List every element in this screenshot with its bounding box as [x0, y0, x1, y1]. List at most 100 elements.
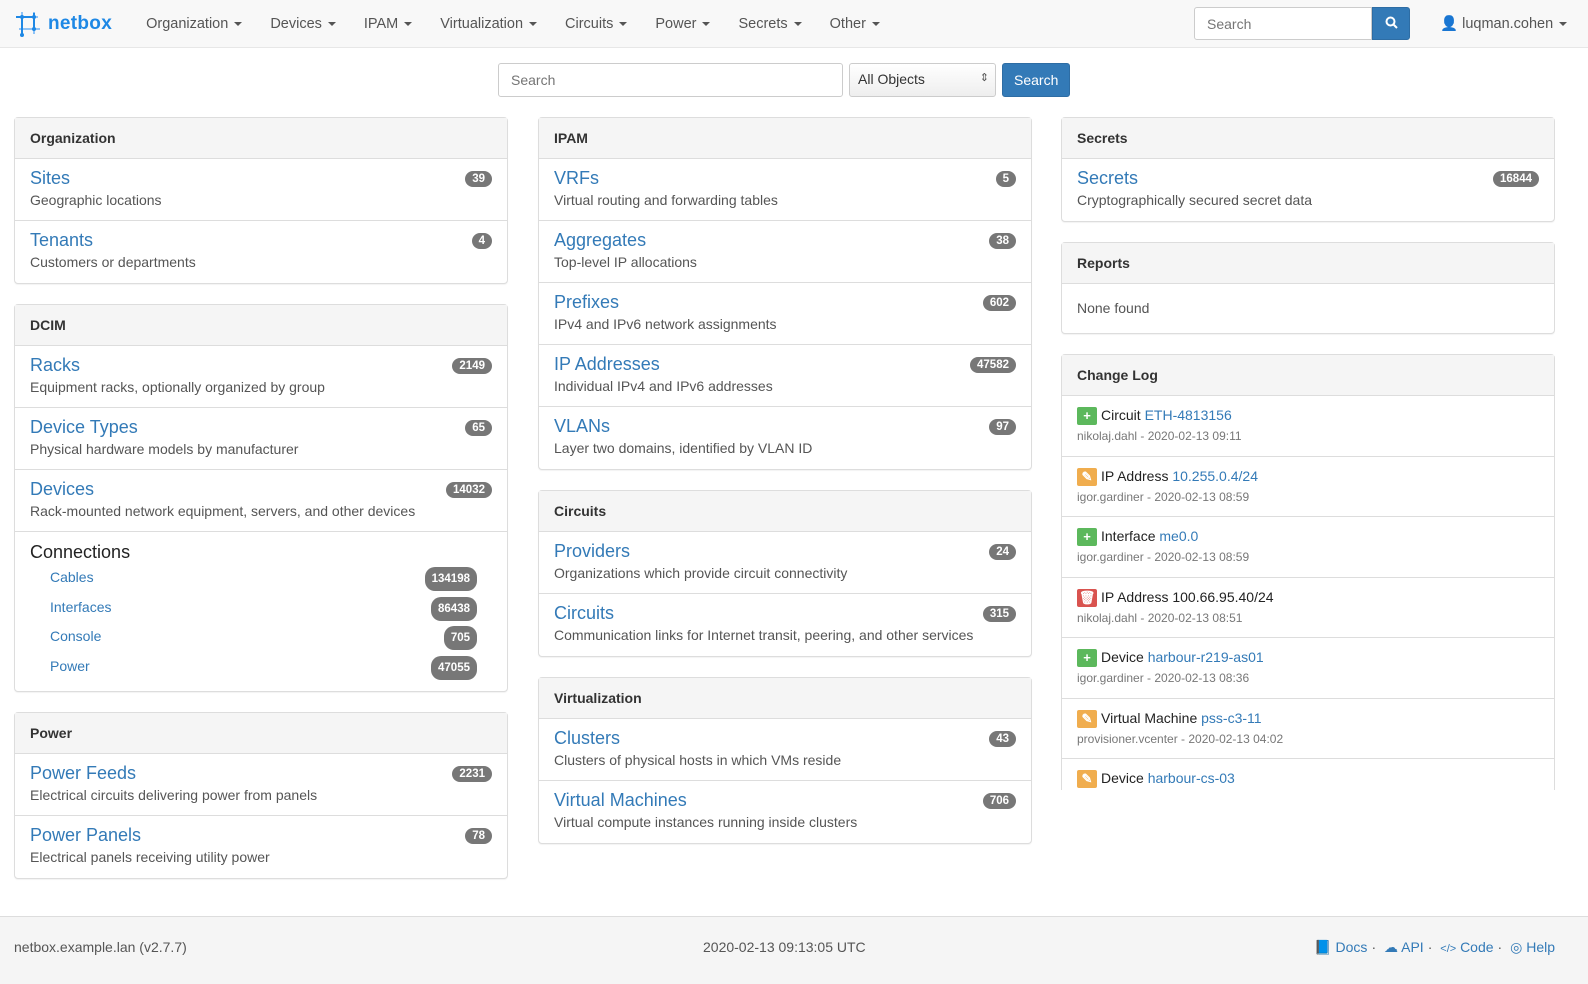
nav-menu-devices[interactable]: Devices — [256, 16, 350, 32]
nav-menu-other[interactable]: Other — [816, 16, 894, 32]
nav-menu-circuits[interactable]: Circuits — [551, 16, 641, 32]
object-link[interactable]: ETH-4813156 — [1144, 407, 1232, 423]
object-link[interactable]: pss-c3-11 — [1201, 709, 1262, 726]
count-badge: 134198 — [424, 567, 477, 591]
netbox-logo[interactable]: netbox — [14, 10, 112, 38]
change-log-entry: + Interface me0.0 igor.gardiner - 2020-02-… — [1062, 517, 1554, 578]
global-search: All Objects Search — [498, 63, 1071, 97]
item-link[interactable]: Prefixes — [554, 292, 620, 312]
chevron-down-icon — [702, 21, 711, 26]
code-icon: </> — [1440, 943, 1457, 955]
object-type: Device — [1101, 649, 1144, 665]
object-link[interactable]: harbour-cs-03 — [1147, 770, 1235, 786]
change-log-entry: + Circuit ETH-4813156 nikolaj.dahl - 2020-… — [1062, 396, 1554, 457]
chevron-down-icon — [529, 21, 538, 26]
item-description: Geographic locations — [30, 192, 162, 208]
count-badge: 24 — [989, 544, 1016, 560]
item-description: Organizations which provide circuit conn… — [554, 565, 848, 581]
count-badge: 65 — [465, 420, 492, 436]
nav-menu-secrets[interactable]: Secrets — [724, 16, 815, 32]
nav-menu-label: Virtualization — [440, 15, 524, 32]
search-input[interactable] — [498, 63, 843, 97]
object-type-select[interactable]: All Objects — [849, 63, 996, 97]
item-link[interactable]: Devices — [30, 479, 95, 499]
list-item-virtual-machines: Virtual Machines Virtual compute instance… — [539, 781, 1031, 843]
panel-heading: Circuits — [539, 491, 1031, 532]
item-link[interactable]: Device Types — [30, 417, 138, 437]
api-link[interactable]: ☁ API — [1384, 939, 1424, 955]
connections-heading: Connections — [30, 542, 131, 562]
item-link[interactable]: Power Panels — [30, 825, 142, 845]
nav-menu-power[interactable]: Power — [641, 16, 724, 32]
item-link[interactable]: Sites — [30, 168, 71, 188]
code-link[interactable]: </> Code — [1440, 939, 1493, 955]
nav-menu-label: Power — [655, 15, 697, 32]
item-link[interactable]: Virtual Machines — [554, 790, 687, 810]
change-meta: provisioner.vcenter - 2020-02-13 04:02 — [1077, 731, 1284, 746]
plus-icon: + — [1077, 528, 1097, 547]
list-item-prefixes: Prefixes IPv4 and IPv6 network assignment… — [539, 283, 1031, 345]
item-link[interactable]: VRFs — [554, 168, 599, 188]
book-icon: 📘 — [1314, 939, 1332, 955]
count-badge: 47582 — [970, 357, 1016, 373]
list-item-ip-addresses: IP Addresses Individual IPv4 and IPv6 add… — [539, 345, 1031, 407]
item-link[interactable]: Clusters — [554, 728, 621, 748]
list-item-vlans: VLANs Layer two domains, identified by VL… — [539, 407, 1031, 469]
item-link[interactable]: Power Feeds — [30, 763, 137, 783]
list-item-aggregates: Aggregates Top-level IP allocations 38 — [539, 221, 1031, 283]
navbar-search — [1194, 7, 1410, 40]
user-menu[interactable]: 👤 luqman.cohen — [1440, 15, 1568, 32]
item-description: Customers or departments — [30, 254, 196, 270]
change-log-entry: ✎ Virtual Machine pss-c3-11 provisioner.vc… — [1062, 699, 1554, 759]
panel-heading: Power — [15, 713, 507, 754]
chevron-down-icon — [793, 21, 802, 26]
help-link[interactable]: ◎ Help — [1510, 939, 1555, 955]
item-description: Clusters of physical hosts in which VMs … — [554, 752, 842, 768]
nav-menu-virtualization[interactable]: Virtualization — [426, 16, 551, 32]
connection-link[interactable]: Power — [50, 657, 90, 674]
nav-menu-ipam[interactable]: IPAM — [350, 16, 426, 32]
item-link[interactable]: Racks — [30, 355, 81, 375]
item-link[interactable]: Secrets — [1077, 168, 1139, 188]
item-link[interactable]: IP Addresses — [554, 354, 660, 374]
item-description: Electrical panels receiving utility powe… — [30, 849, 270, 865]
change-log-entry: + Device harbour-r219-as01 igor.gardiner -… — [1062, 638, 1554, 699]
plus-icon: + — [1077, 407, 1097, 426]
count-badge: 4 — [471, 233, 492, 249]
count-badge: 706 — [982, 793, 1016, 809]
item-link[interactable]: Aggregates — [554, 230, 647, 250]
nav-menu-organization[interactable]: Organization — [132, 16, 256, 32]
navbar-search-button[interactable] — [1372, 7, 1410, 40]
object-type: IP Address — [1101, 588, 1169, 605]
panel-heading: Change Log — [1062, 355, 1554, 396]
object-link[interactable]: me0.0 — [1159, 528, 1199, 544]
object-link[interactable]: 10.255.0.4/24 — [1172, 467, 1258, 484]
list-item-devices: Devices Rack-mounted network equipment, s… — [15, 470, 507, 532]
item-link[interactable]: Tenants — [30, 230, 94, 250]
count-badge: 97 — [989, 419, 1016, 435]
list-item-secrets: Secrets Cryptographically secured secret … — [1062, 159, 1554, 221]
count-badge: 16844 — [1493, 171, 1539, 187]
item-description: Physical hardware models by manufacturer — [30, 441, 299, 457]
item-link[interactable]: Providers — [554, 541, 631, 561]
count-badge: 705 — [443, 626, 477, 650]
docs-link[interactable]: 📘 Docs — [1314, 939, 1367, 955]
username: luqman.cohen — [1462, 16, 1554, 32]
list-item-power-panels: Power Panels Electrical panels receiving … — [15, 816, 507, 878]
item-description: Individual IPv4 and IPv6 addresses — [554, 378, 773, 394]
connection-link[interactable]: Console — [50, 628, 102, 644]
navbar-search-input[interactable] — [1194, 7, 1372, 40]
item-link[interactable]: Circuits — [554, 603, 615, 623]
connection-cables: Cables 134198 — [30, 567, 492, 597]
panel-circuits: Circuits Providers Organizations which pro… — [538, 490, 1032, 657]
item-link[interactable]: VLANs — [554, 416, 611, 436]
object-link[interactable]: harbour-r219-as01 — [1147, 649, 1264, 665]
panel-virtualization: Virtualization Clusters Clusters of physic… — [538, 677, 1032, 844]
search-button[interactable]: Search — [1002, 63, 1071, 97]
item-description: Rack-mounted network equipment, servers,… — [30, 503, 416, 519]
pencil-icon: ✎ — [1077, 709, 1097, 728]
connection-link[interactable]: Interfaces — [50, 598, 112, 615]
connection-link[interactable]: Cables — [50, 569, 94, 585]
netbox-logo-icon — [16, 11, 40, 37]
change-meta: nikolaj.dahl - 2020-02-13 08:51 — [1077, 610, 1243, 625]
